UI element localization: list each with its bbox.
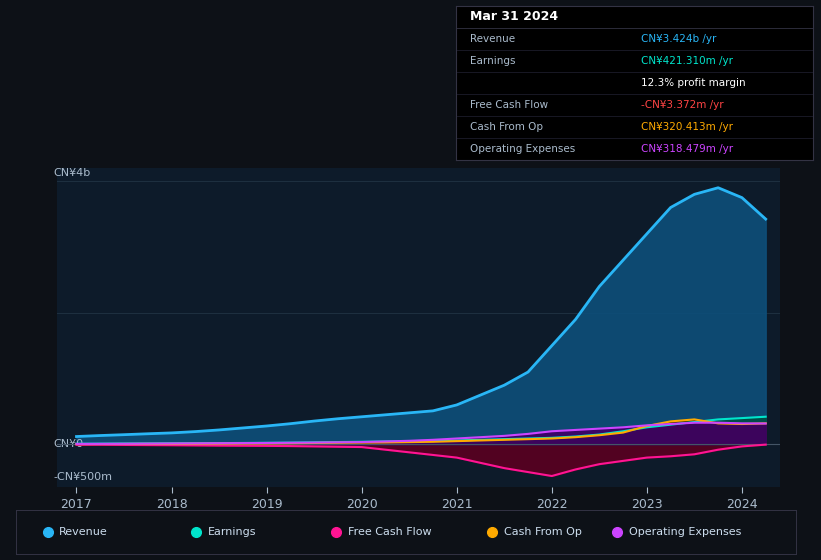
Text: CN¥0: CN¥0: [54, 440, 84, 450]
Text: Earnings: Earnings: [470, 55, 516, 66]
Text: CN¥320.413m /yr: CN¥320.413m /yr: [641, 122, 733, 132]
Text: Revenue: Revenue: [470, 34, 515, 44]
Text: -CN¥500m: -CN¥500m: [54, 472, 112, 482]
Text: Revenue: Revenue: [59, 527, 108, 537]
Text: Free Cash Flow: Free Cash Flow: [470, 100, 548, 110]
Text: Mar 31 2024: Mar 31 2024: [470, 10, 558, 23]
Text: CN¥318.479m /yr: CN¥318.479m /yr: [641, 143, 733, 153]
Text: CN¥4b: CN¥4b: [54, 168, 91, 178]
Text: Earnings: Earnings: [208, 527, 256, 537]
Text: CN¥3.424b /yr: CN¥3.424b /yr: [641, 34, 717, 44]
Text: 12.3% profit margin: 12.3% profit margin: [641, 78, 746, 87]
Text: Cash From Op: Cash From Op: [504, 527, 582, 537]
Text: -CN¥3.372m /yr: -CN¥3.372m /yr: [641, 100, 724, 110]
Text: CN¥421.310m /yr: CN¥421.310m /yr: [641, 55, 733, 66]
Text: Operating Expenses: Operating Expenses: [629, 527, 741, 537]
Text: Operating Expenses: Operating Expenses: [470, 143, 576, 153]
Text: Cash From Op: Cash From Op: [470, 122, 543, 132]
Text: Free Cash Flow: Free Cash Flow: [348, 527, 432, 537]
